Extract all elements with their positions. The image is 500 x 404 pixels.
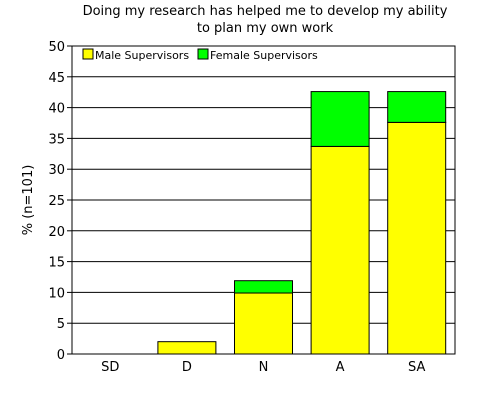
- legend-swatch: [197, 48, 209, 60]
- chart-title-line-2: to plan my own work: [197, 21, 334, 36]
- y-axis-label: % (n=101): [21, 165, 36, 236]
- bar-a-male: [310, 145, 370, 355]
- y-tick-label: 25: [48, 194, 65, 209]
- bars-layer: [157, 91, 447, 355]
- bar-sa-female: [387, 91, 447, 123]
- legend-label: Female Supervisors: [210, 49, 318, 62]
- y-tick-label: 20: [48, 225, 65, 240]
- bar-d-male: [157, 341, 217, 355]
- x-tick-label: SD: [101, 360, 119, 375]
- y-tick-label: 30: [48, 163, 65, 178]
- axis-layer: 0 5 10 15 20 25 30 35 40 45 50 SD D N A SA: [48, 40, 456, 375]
- legend-label: Male Supervisors: [95, 49, 189, 62]
- y-tick-label: 35: [48, 132, 65, 147]
- bar-n-male: [234, 292, 293, 355]
- y-tick-label: 40: [48, 102, 65, 117]
- legend: Male Supervisors Female Supervisors: [82, 48, 318, 62]
- bar-a-female: [310, 91, 370, 147]
- grid-layer: [72, 76, 455, 324]
- chart-title-line-1: Doing my research has helped me to devel…: [83, 4, 448, 19]
- x-tick-label: SA: [408, 360, 425, 375]
- y-tick-label: 10: [48, 286, 65, 301]
- bar-n-female: [234, 280, 293, 294]
- y-tick-label: 45: [48, 71, 65, 86]
- plot-frame: [71, 45, 456, 355]
- y-tick-label: 15: [48, 256, 65, 271]
- bar-sa-male: [387, 121, 447, 355]
- y-tick-label: 50: [48, 40, 65, 55]
- y-tick-label: 0: [57, 348, 65, 363]
- x-tick-label: N: [259, 360, 269, 375]
- x-tick-label: A: [336, 360, 345, 375]
- y-tick-label: 5: [57, 317, 65, 332]
- legend-swatch: [82, 48, 94, 60]
- x-tick-label: D: [182, 360, 192, 375]
